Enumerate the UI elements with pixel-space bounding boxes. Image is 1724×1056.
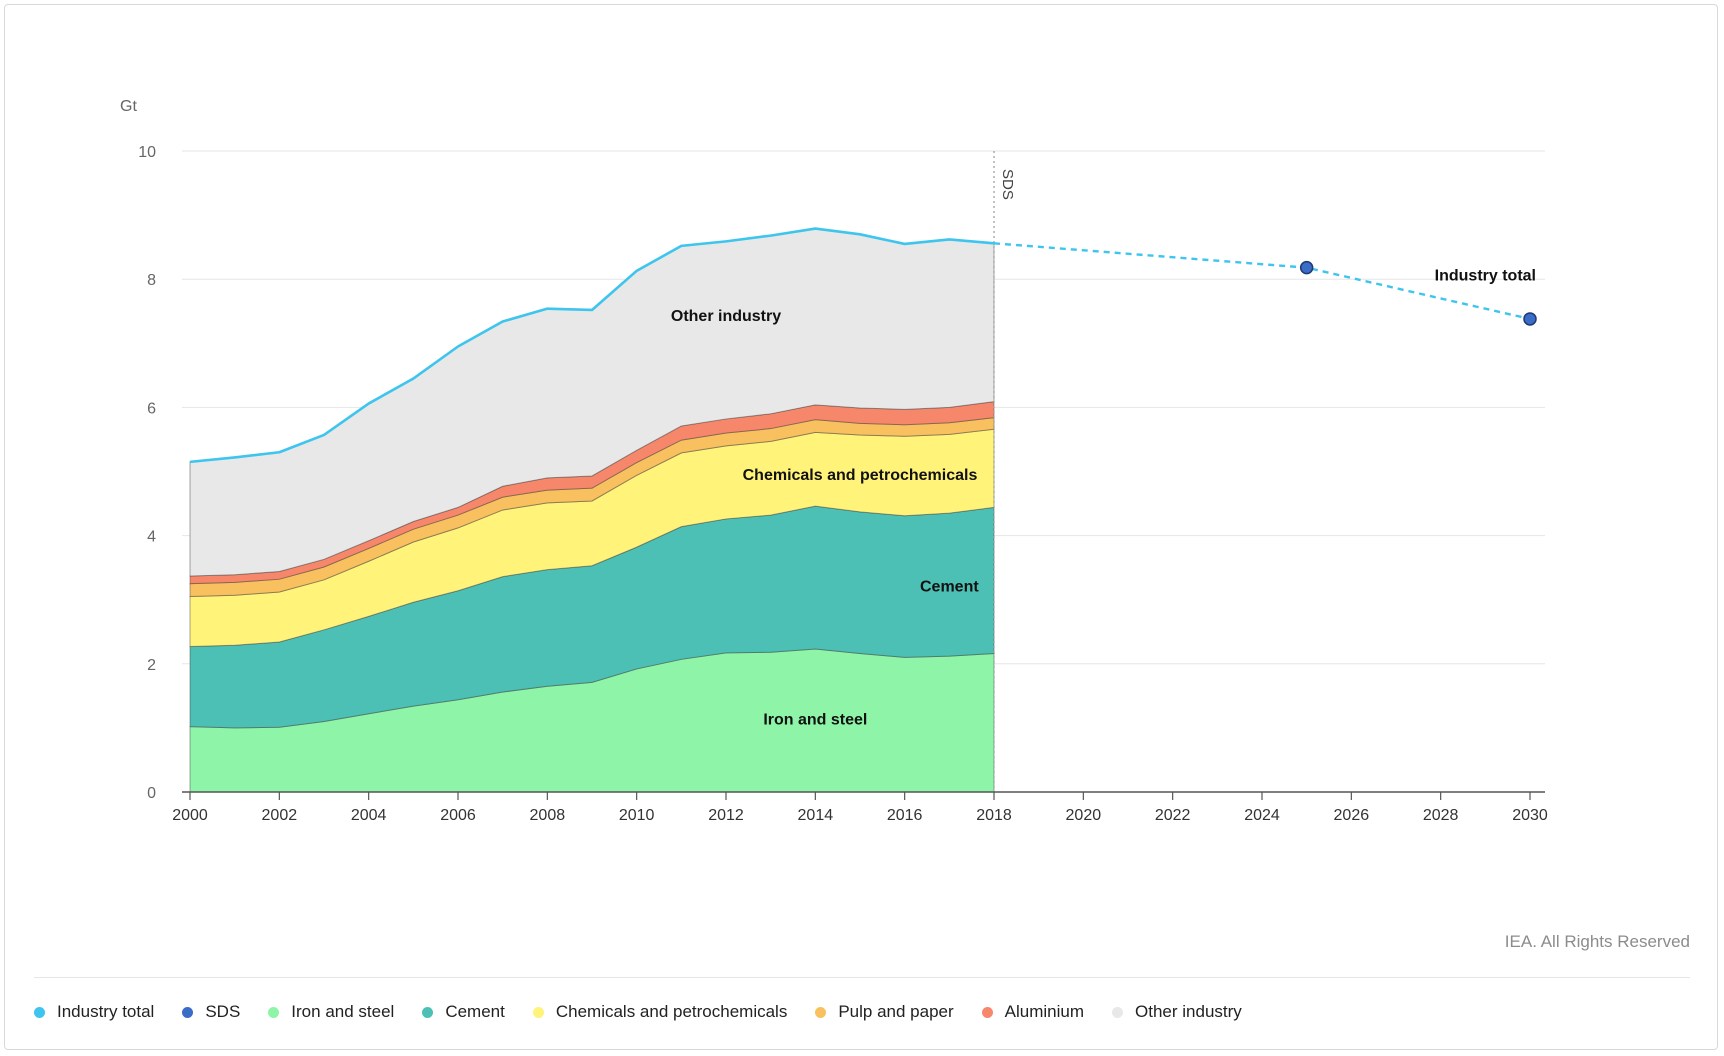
x-tick-label: 2004 bbox=[351, 807, 387, 824]
x-tick-label: 2014 bbox=[798, 807, 834, 824]
legend-label: SDS bbox=[205, 1002, 241, 1021]
y-tick-label: 8 bbox=[147, 272, 156, 289]
y-tick-label: 10 bbox=[138, 144, 156, 161]
x-tick-label: 2010 bbox=[619, 807, 655, 824]
legend-label: Chemicals and petrochemicals bbox=[555, 1002, 788, 1021]
stacked-areas bbox=[189, 228, 995, 793]
legend-item-aluminium[interactable]: Aluminium bbox=[981, 1002, 1085, 1022]
x-tick-label: 2006 bbox=[440, 807, 476, 824]
legend-divider bbox=[34, 977, 1690, 978]
x-tick-label: 2024 bbox=[1244, 807, 1280, 824]
x-tick-label: 2008 bbox=[530, 807, 566, 824]
y-axis-label: Gt bbox=[120, 98, 137, 115]
legend-item-iron-and-steel[interactable]: Iron and steel bbox=[268, 1002, 394, 1022]
annotation-label: Chemicals and petrochemicals bbox=[743, 467, 978, 484]
sds-divider-label: SDS bbox=[999, 169, 1016, 200]
legend-swatch bbox=[981, 1006, 993, 1018]
lines: SDS bbox=[189, 151, 1537, 792]
x-tick-label: 2012 bbox=[708, 807, 744, 824]
y-tick-label: 4 bbox=[147, 529, 156, 546]
legend-item-chemicals-and-petrochemicals[interactable]: Chemicals and petrochemicals bbox=[532, 1002, 788, 1022]
x-tick-label: 2000 bbox=[172, 807, 208, 824]
legend-label: Industry total bbox=[57, 1002, 155, 1021]
legend-label: Iron and steel bbox=[291, 1002, 395, 1021]
chart: SDS 0 2 4 6 8 10 2000 2002 2004 2006 2008 2010 2012 2… bbox=[120, 98, 1548, 824]
legend-swatch bbox=[268, 1006, 280, 1018]
y-tick-label: 6 bbox=[147, 400, 156, 417]
area-pulp-and-paper bbox=[189, 417, 995, 598]
x-tick-label: 2002 bbox=[262, 807, 298, 824]
area-cement bbox=[189, 505, 995, 729]
legend-item-other-industry[interactable]: Other industry bbox=[1112, 1002, 1242, 1022]
legend-swatch bbox=[422, 1006, 434, 1018]
legend-item-cement[interactable]: Cement bbox=[422, 1002, 505, 1022]
x-tick-label: 2026 bbox=[1334, 807, 1370, 824]
legend-swatch bbox=[532, 1006, 544, 1018]
legend-item-industry-total[interactable]: Industry total bbox=[34, 1002, 154, 1022]
y-tick-label: 0 bbox=[147, 785, 156, 802]
sds-point bbox=[1299, 260, 1314, 275]
legend-label: Pulp and paper bbox=[838, 1002, 954, 1021]
annotation-label: Other industry bbox=[671, 308, 781, 325]
legend-swatch bbox=[815, 1006, 827, 1018]
legend-swatch bbox=[34, 1006, 45, 1018]
sds-point bbox=[1523, 312, 1537, 326]
legend-swatch bbox=[182, 1006, 194, 1018]
x-tick-label: 2028 bbox=[1423, 807, 1459, 824]
credit-text: IEA. All Rights Reserved bbox=[1504, 932, 1690, 951]
annotation-label: Industry total bbox=[1435, 267, 1536, 284]
legend-item-pulp-and-paper[interactable]: Pulp and paper bbox=[815, 1002, 954, 1022]
legend-item-sds[interactable]: SDS bbox=[182, 1002, 240, 1022]
x-tick-label: 2020 bbox=[1066, 807, 1102, 824]
legend-label: Cement bbox=[445, 1002, 505, 1021]
y-tick-label: 2 bbox=[147, 657, 156, 674]
legend-label: Aluminium bbox=[1004, 1002, 1085, 1021]
x-tick-label: 2022 bbox=[1155, 807, 1191, 824]
annotation-label: Iron and steel bbox=[763, 712, 867, 729]
legend: Industry total SDS Iron and steel Cement Che… bbox=[34, 1002, 1270, 1022]
x-tick-label: 2016 bbox=[887, 807, 923, 824]
legend-label: Other industry bbox=[1135, 1002, 1242, 1021]
legend-swatch bbox=[1112, 1006, 1124, 1018]
x-tick-label: 2030 bbox=[1512, 807, 1548, 824]
axes: 0 2 4 6 8 10 2000 2002 2004 2006 2008 2010 2012 2014 2… bbox=[138, 144, 1548, 824]
annotations: Other industry Chemicals and petrochemica… bbox=[671, 267, 1536, 728]
industry-total-line bbox=[189, 227, 995, 464]
annotation-label: Cement bbox=[920, 578, 979, 595]
x-tick-label: 2018 bbox=[976, 807, 1012, 824]
